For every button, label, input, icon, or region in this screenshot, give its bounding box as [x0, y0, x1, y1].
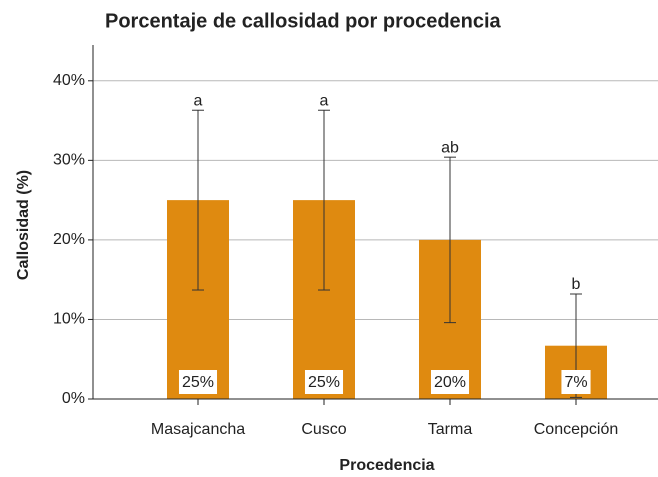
annotation: a [320, 92, 329, 109]
annotation: a [194, 92, 203, 109]
y-tick-label: 0% [62, 390, 85, 407]
value-label: 7% [564, 374, 587, 391]
value-label: 25% [182, 374, 214, 391]
value-label-box [430, 370, 470, 394]
annotation: b [572, 276, 581, 293]
x-axis-label: Procedencia [339, 457, 434, 474]
y-tick-label: 30% [53, 152, 85, 169]
value-label: 25% [308, 374, 340, 391]
value-label-box [304, 370, 344, 394]
x-tick-label: Concepción [534, 421, 619, 438]
y-axis-label: Callosidad (%) [15, 170, 32, 280]
annotation: ab [441, 139, 459, 156]
x-tick-label: Tarma [428, 421, 473, 438]
value-label-box [178, 370, 218, 394]
value-label-box [561, 370, 591, 394]
x-tick-label: Cusco [301, 421, 346, 438]
x-tick-label: Masajcancha [151, 421, 245, 438]
value-label: 20% [434, 374, 466, 391]
chart-title: Porcentaje de callosidad por procedencia [105, 10, 502, 32]
y-tick-label: 40% [53, 72, 85, 89]
y-tick-label: 10% [53, 311, 85, 328]
y-tick-label: 20% [53, 231, 85, 248]
